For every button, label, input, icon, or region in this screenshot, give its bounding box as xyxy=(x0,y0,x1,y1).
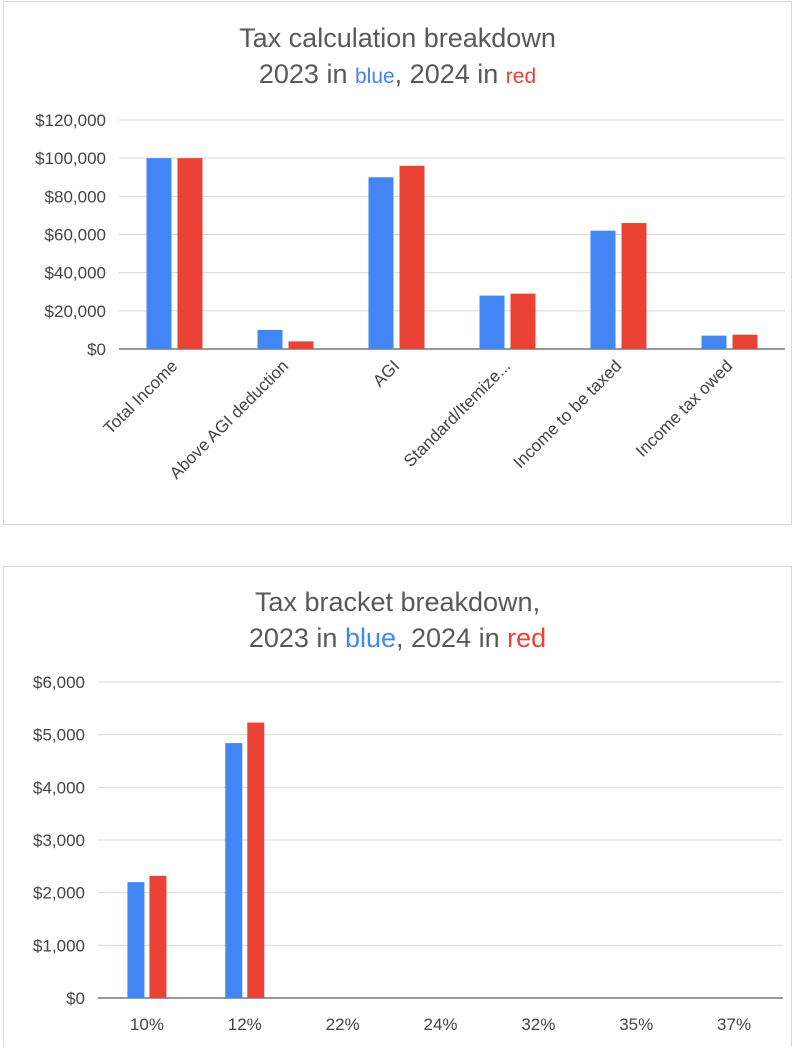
bar-2023 xyxy=(146,158,172,349)
chart-title: Tax bracket breakdown, 2023 in blue, 202… xyxy=(4,584,791,656)
y-tick-label: $20,000 xyxy=(45,302,106,321)
y-tick-label: $100,000 xyxy=(35,149,106,168)
x-category-label: 37% xyxy=(717,1015,751,1034)
x-category-label: 10% xyxy=(130,1015,164,1034)
chart-title-line-2: 2023 in blue, 2024 in red xyxy=(4,620,791,656)
x-category-label: 24% xyxy=(423,1015,457,1034)
y-tick-label: $1,000 xyxy=(33,936,85,955)
bar-2024 xyxy=(399,165,425,349)
bar-2023 xyxy=(701,335,727,349)
bar-2024 xyxy=(177,158,203,349)
y-tick-label: $60,000 xyxy=(45,226,106,245)
title-year-2024: , 2024 in xyxy=(394,59,506,89)
y-tick-label: $40,000 xyxy=(45,264,106,283)
bar-2024 xyxy=(621,223,647,349)
tax-calculation-bar-chart: $0 $20,000 $40,000 $60,000 $80,000 $100,000 $1… xyxy=(35,111,785,483)
x-category-label: Above AGI deduction xyxy=(166,356,292,482)
y-tick-label: $3,000 xyxy=(33,831,85,850)
y-tick-label: $4,000 xyxy=(33,778,85,797)
bar-2023 xyxy=(257,329,283,349)
y-tick-label: $120,000 xyxy=(35,111,106,130)
x-category-label: 22% xyxy=(326,1015,360,1034)
y-tick-label: $0 xyxy=(66,989,85,1008)
bar-2024 xyxy=(149,875,167,998)
title-year-2023: 2023 in xyxy=(258,59,355,89)
title-year-2023: 2023 in xyxy=(248,623,345,653)
title-year-2024: , 2024 in xyxy=(396,623,508,653)
chart-title-line-2: 2023 in blue, 2024 in red xyxy=(4,56,791,95)
y-tick-label: $0 xyxy=(87,340,106,359)
chart-title-line-1: Tax calculation breakdown xyxy=(239,23,556,53)
bar-2023 xyxy=(590,230,616,349)
bar-2024 xyxy=(288,341,314,349)
tax-bracket-bar-chart: $0 $1,000 $2,000 $3,000 $4,000 $5,000 $6,000 10… xyxy=(33,673,783,1034)
bar-2024 xyxy=(247,722,265,998)
y-tick-label: $6,000 xyxy=(33,673,85,692)
y-tick-label: $2,000 xyxy=(33,884,85,903)
title-red-word: red xyxy=(505,65,537,88)
title-red-word: red xyxy=(507,623,547,653)
title-blue-word: blue xyxy=(354,65,395,88)
x-category-label: Total Income xyxy=(100,356,182,438)
x-category-label: 32% xyxy=(521,1015,555,1034)
y-tick-label: $80,000 xyxy=(45,187,106,206)
y-tick-label: $5,000 xyxy=(33,726,85,745)
x-category-label: AGI xyxy=(369,356,403,390)
x-category-label: Income to be taxed xyxy=(510,356,626,472)
x-category-label: 35% xyxy=(619,1015,653,1034)
x-category-label: Standard/Itemize... xyxy=(400,356,514,470)
chart-title-line-1: Tax bracket breakdown, xyxy=(254,587,541,617)
bar-2024 xyxy=(732,334,758,349)
bar-2023 xyxy=(368,177,394,349)
title-blue-word: blue xyxy=(344,623,396,653)
x-category-label: Income tax owed xyxy=(632,356,736,460)
tax-bracket-chart-panel: Tax bracket breakdown, 2023 in blue, 202… xyxy=(3,566,792,1047)
tax-calculation-chart-panel: Tax calculation breakdown 2023 in blue, … xyxy=(3,1,792,525)
bar-2023 xyxy=(225,743,243,998)
chart-title: Tax calculation breakdown 2023 in blue, … xyxy=(4,20,791,95)
bar-2024 xyxy=(510,293,536,349)
bar-2023 xyxy=(127,882,145,998)
x-category-label: 12% xyxy=(228,1015,262,1034)
bar-2023 xyxy=(479,295,505,349)
